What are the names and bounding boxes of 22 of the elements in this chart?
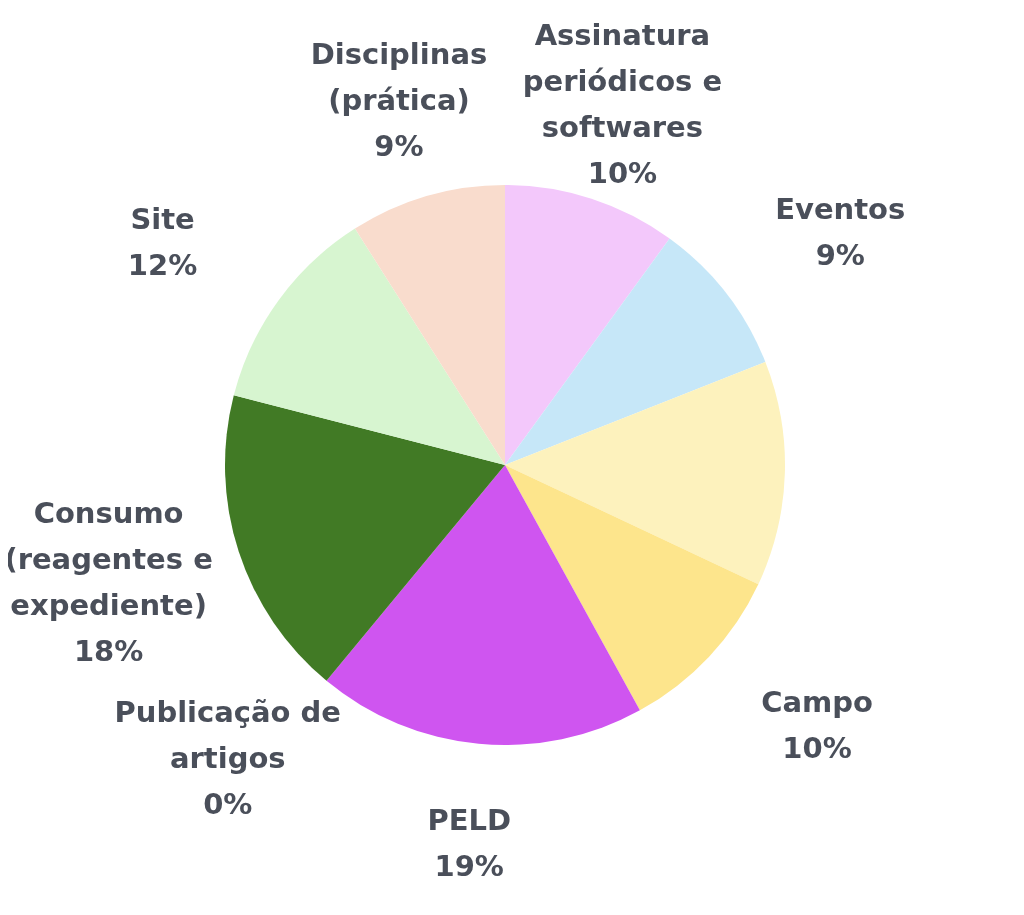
text: 0% (203, 786, 253, 821)
pie-slice (505, 185, 670, 465)
data-label: 10% (782, 731, 852, 766)
data-label: 9% (374, 129, 424, 164)
slice-label: Disciplinas (prática) (310, 37, 488, 118)
pie-slice (505, 238, 766, 465)
pie-slice (225, 395, 505, 681)
data-label: 10% (587, 155, 658, 190)
slice-label: PELD (427, 803, 512, 838)
pie-slice (505, 465, 759, 711)
slice-label: Eventos (775, 192, 906, 227)
data-label: 9% (815, 238, 865, 273)
slice-label: Assinatura periódicos e softwares (522, 17, 723, 144)
data-label: 19% (434, 849, 504, 884)
slice-label: Campo (761, 685, 873, 720)
pie-slice (354, 185, 505, 465)
slice-label: Site (130, 201, 195, 236)
category-label: Publicação de artigos (114, 694, 342, 775)
pie-slice (505, 361, 785, 585)
data-label: 18% (73, 634, 144, 669)
pie-slice (233, 228, 505, 465)
data-label: 12% (127, 247, 198, 282)
